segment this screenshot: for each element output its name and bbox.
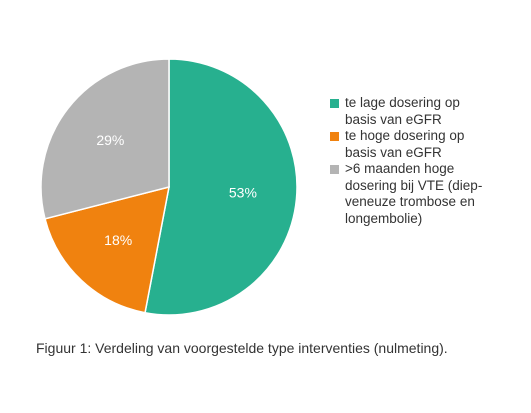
legend-label-line: veneuze trombose en bbox=[345, 194, 475, 209]
slice-value-label: 29% bbox=[96, 132, 124, 148]
legend-label-line: te lage dosering op bbox=[345, 95, 460, 110]
legend-item-hoge-dosering-vte: >6 maanden hoge dosering bij VTE (diep- … bbox=[330, 161, 530, 227]
figure-caption: Figuur 1: Verdeling van voorgestelde typ… bbox=[36, 340, 448, 356]
legend-label-line: longembolie) bbox=[345, 210, 423, 226]
legend-item-te-hoge-dosering: te hoge dosering op basis van eGFR bbox=[330, 128, 530, 161]
legend-label-line: basis van eGFR bbox=[345, 144, 442, 160]
slice-value-label: 18% bbox=[104, 232, 132, 248]
legend-label-line: >6 maanden hoge bbox=[345, 161, 455, 176]
legend-swatch-gray bbox=[330, 165, 339, 174]
legend-item-te-lage-dosering: te lage dosering op basis van eGFR bbox=[330, 95, 530, 128]
legend-label-line: basis van eGFR bbox=[345, 111, 442, 127]
pie-slice bbox=[144, 58, 298, 316]
legend-swatch-orange bbox=[330, 132, 339, 141]
legend-swatch-green bbox=[330, 99, 339, 108]
pie-slice bbox=[40, 58, 170, 220]
legend-label-line: dosering bij VTE (diep- bbox=[345, 177, 483, 193]
pie-slice bbox=[44, 185, 170, 314]
chart-legend: te lage dosering op basis van eGFR te ho… bbox=[330, 95, 530, 227]
legend-label-line: te hoge dosering op bbox=[345, 128, 465, 143]
slice-value-label: 53% bbox=[229, 185, 257, 201]
